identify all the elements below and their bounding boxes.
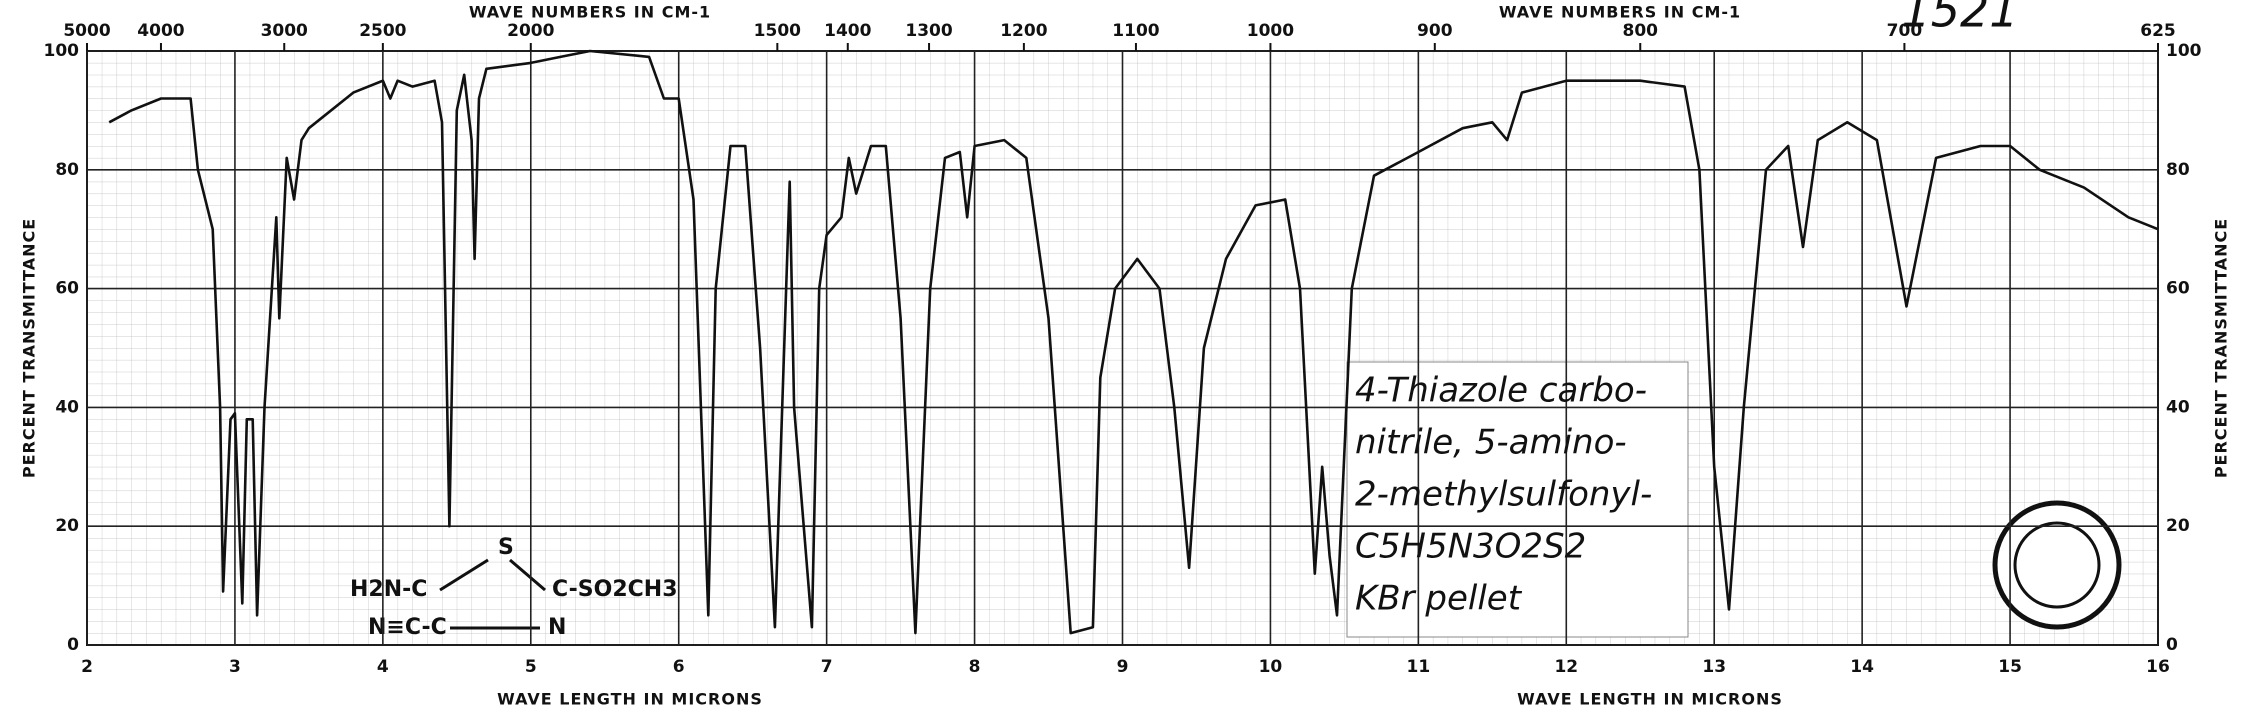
y-tick-label: 20 (2166, 516, 2190, 536)
x2-tick-label: 700 (1887, 21, 1923, 41)
x-tick-label: 15 (1998, 657, 2022, 677)
y-tick-label: 80 (2166, 160, 2190, 180)
structure-text: H2N-C (350, 577, 427, 602)
x2-tick-label: 1500 (754, 21, 801, 41)
structure-text: N (548, 615, 566, 640)
x-tick-label: 3 (229, 657, 241, 677)
x2-tick-label: 3000 (261, 21, 308, 41)
y-axis-label: PERCENT TRANSMITTANCE (2212, 218, 2231, 478)
y-tick-label: 40 (2166, 397, 2190, 417)
x2-tick-label: 1400 (824, 21, 871, 41)
x2-tick-label: 2500 (359, 21, 406, 41)
x2-axis-label: WAVE NUMBERS IN CM-1 (469, 3, 711, 22)
x2-axis-label: WAVE NUMBERS IN CM-1 (1499, 3, 1741, 22)
x2-tick-label: 1200 (1000, 21, 1047, 41)
logo (1992, 500, 2122, 630)
x2-tick-label: 1000 (1247, 21, 1294, 41)
x-tick-label: 11 (1407, 657, 1431, 677)
y-tick-label: 60 (2166, 279, 2190, 299)
x-tick-label: 8 (969, 657, 981, 677)
logo (2013, 521, 2101, 609)
compound-text: C5H5N3O2S2 (1355, 527, 1586, 567)
x2-tick-label: 4000 (137, 21, 184, 41)
structure-text: N≡C-C (368, 615, 447, 640)
compound-text: nitrile, 5-amino- (1355, 423, 1627, 463)
x-tick-label: 7 (821, 657, 833, 677)
y-tick-label: 0 (2166, 635, 2178, 655)
y-tick-label: 0 (67, 635, 79, 655)
y-tick-label: 60 (55, 279, 79, 299)
x-tick-label: 13 (1702, 657, 1726, 677)
y-tick-label: 100 (44, 41, 80, 61)
x-tick-label: 12 (1554, 657, 1578, 677)
structure-text: C-SO2CH3 (552, 577, 678, 602)
y-tick-label: 40 (55, 397, 79, 417)
x2-tick-label: 2000 (507, 21, 554, 41)
compound-text: 4-Thiazole carbo- (1355, 371, 1647, 411)
x-tick-label: 2 (81, 657, 93, 677)
sample-number: 1521 (1901, 0, 2018, 38)
x-axis-label: WAVE LENGTH IN MICRONS (1517, 690, 1783, 709)
x2-tick-label: 900 (1417, 21, 1453, 41)
x-tick-label: 9 (1117, 657, 1129, 677)
x2-tick-label: 1300 (905, 21, 952, 41)
y-tick-label: 80 (55, 160, 79, 180)
x-tick-label: 10 (1259, 657, 1283, 677)
structure-text: S (498, 535, 514, 560)
x2-tick-label: 1100 (1112, 21, 1159, 41)
compound-text: KBr pellet (1355, 579, 1523, 619)
x-tick-label: 6 (673, 657, 685, 677)
x2-tick-label: 800 (1623, 21, 1659, 41)
y-axis-label: PERCENT TRANSMITTANCE (20, 218, 39, 478)
x-tick-label: 5 (525, 657, 537, 677)
compound-text: 2-methylsulfonyl- (1355, 475, 1652, 515)
y-tick-label: 20 (55, 516, 79, 536)
x-tick-label: 16 (2146, 657, 2170, 677)
x2-tick-label: 625 (2140, 21, 2176, 41)
x-tick-label: 14 (1850, 657, 1874, 677)
structure: H2N-C S C-SO2CH3 N≡C-C N (350, 535, 678, 640)
x2-tick-label: 5000 (63, 21, 110, 41)
spectrum-line (108, 49, 2159, 635)
y-tick-label: 100 (2166, 41, 2202, 61)
x-axis-label: WAVE LENGTH IN MICRONS (497, 690, 763, 709)
x-tick-label: 4 (377, 657, 389, 677)
